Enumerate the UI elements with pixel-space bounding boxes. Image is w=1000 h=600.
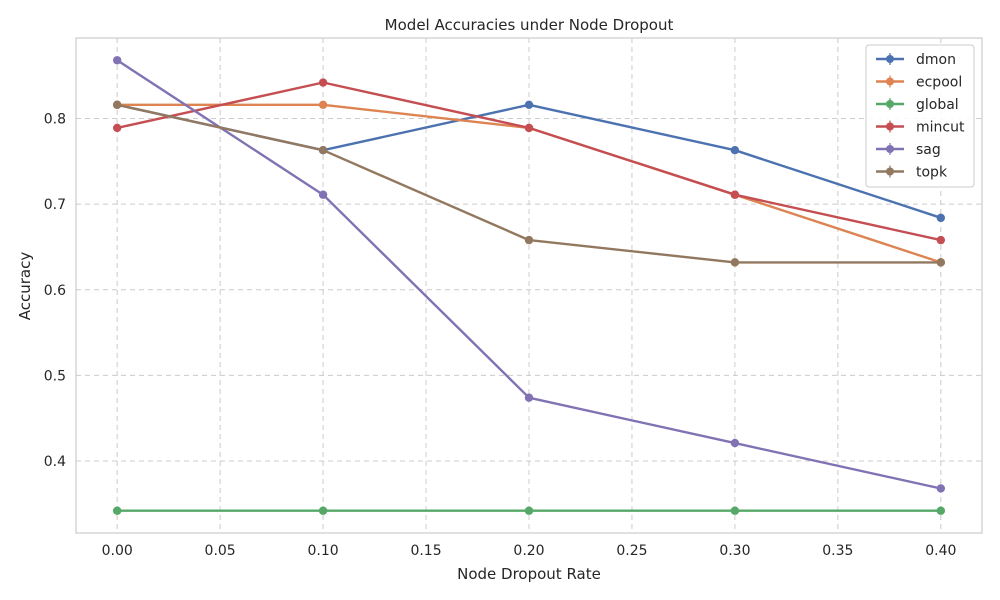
data-point-topk (112, 100, 122, 109)
data-point-ecpool (318, 100, 328, 109)
data-point-topk (318, 145, 328, 155)
data-point-sag (524, 393, 534, 402)
data-point-global (936, 506, 946, 515)
legend-item-ecpool: ecpool (876, 75, 962, 91)
legend-label: mincut (916, 120, 965, 136)
data-point-sag (318, 190, 328, 199)
data-point-global (112, 506, 122, 515)
y-axis-title: Accuracy (16, 252, 34, 321)
x-axis-ticks: 0.00 0.05 0.10 0.15 0.20 0.25 0.30 0.35 0.40 (102, 543, 957, 559)
data-point-global (524, 506, 534, 515)
data-point-mincut (112, 123, 122, 133)
data-point-mincut (524, 123, 534, 133)
x-tick-label: 0.00 (102, 543, 133, 559)
x-tick-label: 0.25 (616, 543, 647, 559)
legend-marker (886, 100, 894, 108)
y-tick-label: 0.5 (44, 368, 66, 384)
x-tick-label: 0.20 (513, 543, 544, 559)
data-point-sag (936, 484, 946, 493)
legend-marker (886, 122, 894, 131)
legend-marker (886, 167, 894, 176)
legend-label: sag (916, 142, 941, 158)
legend-item-dmon: dmon (876, 52, 956, 68)
x-tick-label: 0.35 (822, 543, 853, 559)
series-sag (112, 56, 946, 493)
y-tick-label: 0.4 (44, 454, 66, 470)
data-point-mincut (318, 78, 328, 87)
series-mincut (112, 78, 946, 245)
data-point-dmon (730, 145, 740, 155)
y-tick-label: 0.7 (44, 197, 66, 213)
data-point-topk (524, 235, 534, 245)
legend-label: global (916, 97, 959, 113)
x-tick-label: 0.10 (308, 543, 339, 559)
series-global (112, 506, 946, 515)
data-point-dmon (524, 100, 534, 109)
chart-title: Model Accuracies under Node Dropout (385, 16, 674, 34)
data-point-topk (730, 258, 740, 267)
legend-label: dmon (916, 52, 956, 68)
y-axis-ticks: 0.4 0.5 0.6 0.7 0.8 (44, 112, 66, 471)
series-topk (112, 100, 946, 267)
x-tick-label: 0.15 (410, 543, 441, 559)
x-tick-label: 0.05 (205, 543, 236, 559)
x-tick-label: 0.40 (925, 543, 956, 559)
legend-marker (886, 55, 894, 63)
x-axis-title: Node Dropout Rate (457, 565, 601, 583)
legend-item-sag: sag (876, 142, 941, 158)
y-tick-label: 0.6 (44, 283, 66, 299)
data-point-dmon (936, 213, 946, 223)
legend-item-global: global (876, 97, 959, 113)
legend-item-mincut: mincut (876, 120, 965, 136)
legend-marker (886, 77, 894, 86)
legend-marker (886, 145, 894, 153)
data-point-mincut (730, 190, 740, 199)
data-point-sag (112, 56, 122, 65)
legend-label: topk (916, 165, 948, 181)
y-tick-label: 0.8 (44, 112, 66, 128)
series-layer (112, 56, 946, 515)
legend-label: ecpool (916, 75, 962, 91)
data-point-sag (730, 438, 740, 448)
plot-frame (75, 37, 983, 534)
legend-item-topk: topk (876, 165, 948, 181)
x-tick-label: 0.30 (719, 543, 750, 559)
data-point-global (730, 506, 740, 515)
data-point-mincut (936, 235, 946, 245)
legend: dmon ecpool global mincut sag topk (865, 44, 975, 188)
data-point-topk (936, 258, 946, 267)
data-point-global (318, 506, 328, 515)
